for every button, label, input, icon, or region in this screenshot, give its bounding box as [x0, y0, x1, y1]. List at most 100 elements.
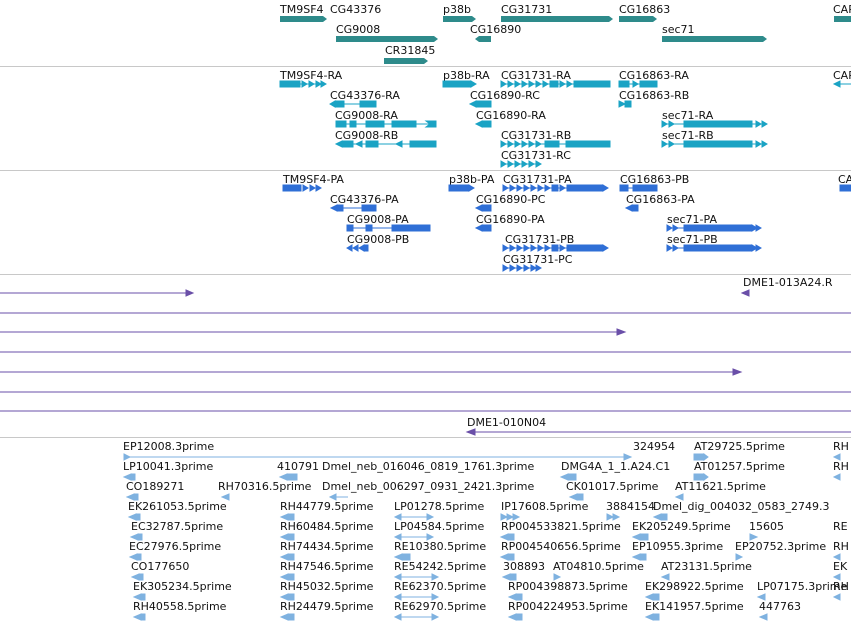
est-label[interactable]: 308893: [503, 560, 545, 573]
est-label[interactable]: Dmel_neb_006297_0931_2421.3prime: [322, 480, 535, 493]
protein-label[interactable]: p38b-PA: [449, 173, 495, 186]
est-label[interactable]: RH45032.5prime: [280, 580, 374, 593]
protein-label[interactable]: CG16890-PA: [476, 213, 545, 226]
gene-label[interactable]: CG43376: [330, 3, 382, 16]
gene-label[interactable]: CG16890: [470, 23, 522, 36]
gene-label[interactable]: CG9008: [336, 23, 381, 36]
protein-label[interactable]: sec71-PA: [667, 213, 717, 226]
est-label[interactable]: EK: [833, 560, 848, 573]
est-label[interactable]: LP07175.3prime: [757, 580, 848, 593]
protein-label[interactable]: CG43376-PA: [330, 193, 399, 206]
transcript-label[interactable]: TM9SF4-RA: [280, 69, 343, 82]
est-label[interactable]: RP004533821.5prime: [501, 520, 621, 533]
est-label[interactable]: Dmel_dig_004032_0583_2749.3: [653, 500, 830, 513]
est-label[interactable]: RH: [833, 540, 849, 553]
protein-label[interactable]: CG31731-PA: [503, 173, 572, 186]
est-label[interactable]: RH60484.5prime: [280, 520, 374, 533]
protein-label[interactable]: CG9008-PA: [347, 213, 409, 226]
protein-label[interactable]: CG9008-PB: [347, 233, 410, 246]
est-label[interactable]: 15605: [749, 520, 784, 533]
est-label[interactable]: RE62970.5prime: [394, 600, 487, 613]
gene-label[interactable]: p38b: [443, 3, 471, 16]
est-label[interactable]: RH: [833, 580, 849, 593]
est-label[interactable]: CO177650: [131, 560, 190, 573]
est-label[interactable]: AT29725.5prime: [694, 440, 785, 453]
protein-label[interactable]: CG16863-PB: [620, 173, 690, 186]
est-label[interactable]: EP12008.3prime: [123, 440, 215, 453]
est-label[interactable]: EC27976.5prime: [129, 540, 222, 553]
est-label[interactable]: EP10955.3prime: [632, 540, 724, 553]
protein-label[interactable]: CG16863-PA: [626, 193, 695, 206]
est-label[interactable]: AT01257.5prime: [694, 460, 785, 473]
protein-label[interactable]: CG31731-PB: [505, 233, 575, 246]
est-label[interactable]: EK205249.5prime: [632, 520, 731, 533]
transcript-label[interactable]: CG9008-RB: [335, 129, 399, 142]
est-label[interactable]: RE62370.5prime: [394, 580, 487, 593]
est-label[interactable]: RH40558.5prime: [133, 600, 227, 613]
est-label[interactable]: 324954: [633, 440, 675, 453]
transcript-label[interactable]: CG16890-RC: [470, 89, 540, 102]
protein-label[interactable]: sec71-PB: [667, 233, 718, 246]
transcript-label[interactable]: CAP: [833, 69, 851, 82]
est-label[interactable]: IP17608.5prime: [501, 500, 589, 513]
gene-label[interactable]: CAP: [833, 3, 851, 16]
est-label[interactable]: EK261053.5prime: [128, 500, 227, 513]
transcript-label[interactable]: CG31731-RC: [501, 149, 571, 162]
transcript-label[interactable]: sec71-RB: [662, 129, 714, 142]
est-label[interactable]: AT11621.5prime: [675, 480, 766, 493]
est-label[interactable]: RP004540656.5prime: [501, 540, 621, 553]
est-label[interactable]: 3884154: [606, 500, 655, 513]
bac-label[interactable]: DME1-013A24.R: [743, 276, 833, 289]
est-label[interactable]: RH70316.5prime: [218, 480, 312, 493]
est-label[interactable]: RH: [833, 460, 849, 473]
transcript-label[interactable]: CG16863-RA: [619, 69, 689, 82]
transcript-label[interactable]: CG43376-RA: [330, 89, 400, 102]
est-label[interactable]: RH: [833, 440, 849, 453]
est-label[interactable]: CK01017.5prime: [566, 480, 659, 493]
track-separator: [0, 66, 851, 67]
est-label[interactable]: RH44779.5prime: [280, 500, 374, 513]
est-label[interactable]: LP10041.3prime: [123, 460, 214, 473]
est-label[interactable]: EK305234.5prime: [133, 580, 232, 593]
est-label[interactable]: EK298922.5prime: [645, 580, 744, 593]
est-label[interactable]: RE10380.5prime: [394, 540, 487, 553]
est-label[interactable]: LP01278.5prime: [394, 500, 485, 513]
est-label[interactable]: DMG4A_1_1.A24.C1: [561, 460, 671, 473]
est-label[interactable]: Dmel_neb_016046_0819_1761.3prime: [322, 460, 535, 473]
est-label[interactable]: LP04584.5prime: [394, 520, 485, 533]
protein-label[interactable]: CA: [838, 173, 851, 186]
gene-label[interactable]: sec71: [662, 23, 695, 36]
est-label[interactable]: AT04810.5prime: [553, 560, 644, 573]
est-label[interactable]: RH74434.5prime: [280, 540, 374, 553]
transcript-label[interactable]: CG31731-RA: [501, 69, 571, 82]
est-label[interactable]: RH24479.5prime: [280, 600, 374, 613]
est-label[interactable]: RH47546.5prime: [280, 560, 374, 573]
transcript-label[interactable]: p38b-RA: [443, 69, 490, 82]
transcript-label[interactable]: CG9008-RA: [335, 109, 398, 122]
transcript-label[interactable]: CG16863-RB: [619, 89, 690, 102]
est-label[interactable]: RE54242.5prime: [394, 560, 487, 573]
est-label[interactable]: RP004224953.5prime: [508, 600, 628, 613]
protein-label[interactable]: CG31731-PC: [503, 253, 573, 266]
protein-label[interactable]: CG16890-PC: [476, 193, 546, 206]
transcript-label[interactable]: sec71-RA: [662, 109, 714, 122]
protein-label[interactable]: TM9SF4-PA: [283, 173, 344, 186]
gene-label[interactable]: CG16863: [619, 3, 671, 16]
est-label[interactable]: CO189271: [126, 480, 185, 493]
est-label[interactable]: AT23131.5prime: [661, 560, 752, 573]
transcript-label[interactable]: CG16890-RA: [476, 109, 546, 122]
est-label[interactable]: EC32787.5prime: [131, 520, 224, 533]
est-label[interactable]: EK141957.5prime: [645, 600, 744, 613]
transcript-label[interactable]: CG31731-RB: [501, 129, 572, 142]
bac-label[interactable]: DME1-010N04: [467, 416, 547, 429]
est-label[interactable]: RP004398873.5prime: [508, 580, 628, 593]
transcript-track: TM9SF4-RA CG43376-RA CG9008-RA CG9008-RB…: [0, 67, 851, 170]
est-label[interactable]: 410791: [277, 460, 319, 473]
est-label[interactable]: RE: [833, 520, 848, 533]
gene-label[interactable]: TM9SF4: [280, 3, 324, 16]
gene-label[interactable]: CR31845: [385, 44, 436, 57]
gene-label[interactable]: CG31731: [501, 3, 553, 16]
est-label[interactable]: 447763: [759, 600, 801, 613]
est-label[interactable]: EP20752.3prime: [735, 540, 827, 553]
track-separator: [0, 437, 851, 438]
